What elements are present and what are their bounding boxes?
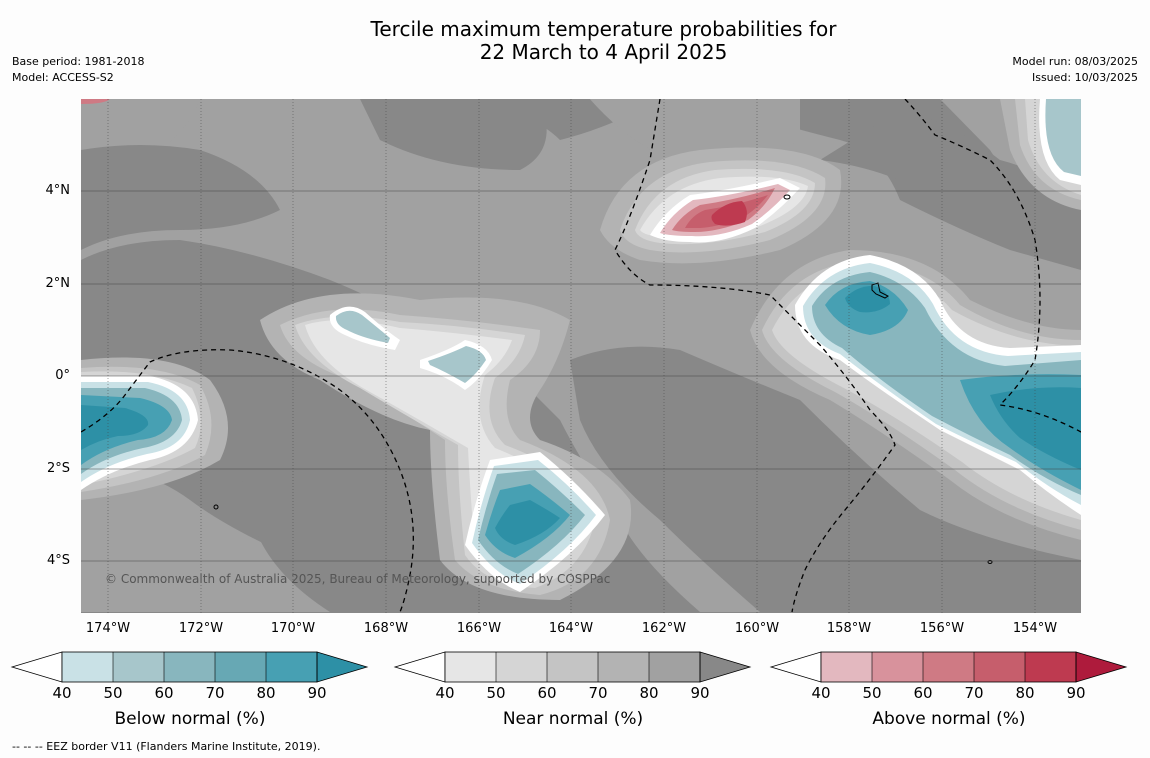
tick: 50 bbox=[103, 684, 123, 702]
map-title: Tercile maximum temperature probabilitie… bbox=[300, 18, 907, 64]
eez-legend-footer: -- -- -- EEZ border V11 (Flanders Marine… bbox=[12, 740, 321, 753]
lon-label-166w: 166°W bbox=[456, 621, 502, 636]
lat-label-4n: 4°N bbox=[45, 183, 71, 198]
near-normal-90-zones bbox=[81, 99, 1081, 612]
below-normal-south bbox=[465, 452, 605, 592]
colorbar-below bbox=[10, 651, 369, 683]
lon-label-158w: 158°W bbox=[826, 621, 872, 636]
colorbars bbox=[10, 651, 1128, 683]
lat-label-0: 0° bbox=[55, 368, 70, 383]
colorbar-near-title: Near normal (%) bbox=[502, 709, 644, 729]
lat-label-4s: 4°S bbox=[46, 553, 70, 568]
base-period: Base period: 1981-2018 bbox=[12, 55, 145, 68]
tick: 90 bbox=[690, 684, 710, 702]
lon-label-156w: 156°W bbox=[919, 621, 965, 636]
tick: 60 bbox=[537, 684, 557, 702]
tick: 80 bbox=[639, 684, 659, 702]
graticule bbox=[81, 99, 1081, 613]
tick: 70 bbox=[964, 684, 984, 702]
copyright-notice: © Commonwealth of Australia 2025, Bureau… bbox=[105, 572, 611, 586]
tick: 70 bbox=[205, 684, 225, 702]
issued-date: Issued: 10/03/2025 bbox=[1031, 71, 1138, 84]
map-field bbox=[81, 99, 1081, 613]
tick: 90 bbox=[1066, 684, 1086, 702]
islands bbox=[213, 194, 993, 564]
lon-label-170w: 170°W bbox=[270, 621, 316, 636]
tick: 90 bbox=[307, 684, 327, 702]
lon-label-168w: 168°W bbox=[363, 621, 409, 636]
colorbar-near bbox=[393, 651, 752, 683]
lon-label-154w: 154°W bbox=[1012, 621, 1058, 636]
tick: 70 bbox=[588, 684, 608, 702]
lon-label-162w: 162°W bbox=[641, 621, 687, 636]
tick: 50 bbox=[862, 684, 882, 702]
tick: 40 bbox=[52, 684, 72, 702]
above-normal-north bbox=[81, 99, 800, 243]
below-normal-islands bbox=[329, 306, 492, 390]
title-line-2: 22 March to 4 April 2025 bbox=[479, 40, 728, 64]
below-normal-left bbox=[81, 376, 198, 490]
tick: 80 bbox=[256, 684, 276, 702]
lon-label-160w: 160°W bbox=[734, 621, 780, 636]
eez-borders bbox=[81, 99, 1081, 613]
title-line-1: Tercile maximum temperature probabilitie… bbox=[370, 17, 837, 41]
lat-label-2s: 2°S bbox=[46, 461, 70, 476]
lon-label-164w: 164°W bbox=[548, 621, 594, 636]
tick: 40 bbox=[435, 684, 455, 702]
colorbar-above bbox=[769, 651, 1128, 683]
below-normal-northeast bbox=[1039, 99, 1081, 185]
lat-label-2n: 2°N bbox=[45, 276, 71, 291]
tick: 50 bbox=[486, 684, 506, 702]
tick: 40 bbox=[811, 684, 831, 702]
tick: 80 bbox=[1015, 684, 1035, 702]
colorbar-below-title: Below normal (%) bbox=[114, 709, 266, 729]
colorbar-above-title: Above normal (%) bbox=[872, 709, 1026, 729]
tick: 60 bbox=[154, 684, 174, 702]
model-run: Model run: 08/03/2025 bbox=[1012, 55, 1138, 68]
meta-left: Base period: 1981-2018 Model: ACCESS-S2 bbox=[12, 54, 144, 86]
lon-label-172w: 172°W bbox=[178, 621, 224, 636]
lon-label-174w: 174°W bbox=[85, 621, 131, 636]
tick: 60 bbox=[913, 684, 933, 702]
meta-right: Model run: 08/03/2025 Issued: 10/03/2025 bbox=[1012, 54, 1138, 86]
model-name: Model: ACCESS-S2 bbox=[12, 71, 114, 84]
